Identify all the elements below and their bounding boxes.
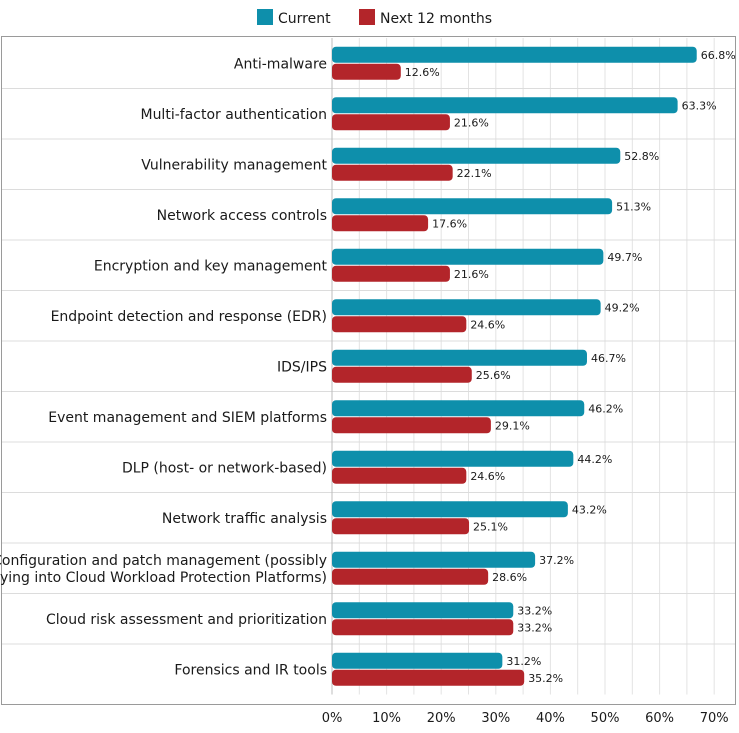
bar-next-12-months [332, 619, 514, 636]
value-label-next-12-months: 22.1% [457, 167, 492, 180]
value-label-current: 43.2% [572, 503, 607, 516]
bar-next-12-months [332, 215, 429, 232]
value-label-current: 49.2% [605, 301, 640, 314]
bar-next-12-months [332, 366, 472, 383]
bar-current [332, 299, 601, 316]
legend-swatch-next-12-months [359, 9, 375, 25]
category-labels: Anti-malware Multi-factor authentication V… [0, 56, 328, 678]
x-tick-label: 10% [372, 711, 401, 726]
x-tick-label: 70% [700, 711, 729, 726]
bar-current [332, 198, 613, 215]
value-label-next-12-months: 35.2% [528, 672, 563, 685]
bar-current [332, 602, 514, 619]
category-label: DLP (host- or network-based) [122, 460, 327, 476]
bar-current [332, 349, 587, 366]
bar-current [332, 501, 568, 518]
category-label: Cloud risk assessment and prioritization [46, 612, 327, 628]
bar-next-12-months [332, 316, 467, 333]
value-label-next-12-months: 17.6% [432, 217, 467, 230]
value-label-current: 66.8% [701, 49, 736, 62]
category-label: Network traffic analysis [162, 511, 327, 527]
value-label-next-12-months: 28.6% [492, 571, 527, 584]
x-tick-label: 20% [427, 711, 456, 726]
x-axis-ticks: 0% 10% 20% 30% 40% 50% 60% 70% [322, 711, 729, 726]
bar-current [332, 652, 503, 669]
bar-next-12-months [332, 417, 491, 434]
bar-current [332, 147, 621, 164]
bar-current [332, 400, 585, 417]
category-label: Vulnerability management [141, 157, 327, 173]
x-tick-label: 30% [481, 711, 510, 726]
value-label-next-12-months: 21.6% [454, 116, 489, 129]
value-label-current: 44.2% [577, 453, 612, 466]
value-label-next-12-months: 33.2% [517, 621, 552, 634]
category-label: Event management and SIEM platforms [48, 410, 327, 426]
value-label-next-12-months: 25.1% [473, 520, 508, 533]
chart-frame [1, 36, 736, 705]
bar-next-12-months [332, 265, 450, 282]
value-label-next-12-months: 21.6% [454, 268, 489, 281]
value-label-current: 52.8% [624, 150, 659, 163]
x-tick-label: 0% [322, 711, 343, 726]
gridlines [2, 38, 735, 695]
value-label-current: 51.3% [616, 200, 651, 213]
value-label-next-12-months: 24.6% [470, 470, 505, 483]
value-label-current: 31.2% [506, 655, 541, 668]
value-label-current: 63.3% [682, 99, 717, 112]
category-label: Configuration and patch management (poss… [0, 553, 327, 586]
bar-next-12-months [332, 669, 525, 686]
category-label: Endpoint detection and response (EDR) [51, 309, 327, 325]
bar-current [332, 97, 678, 114]
value-label-current: 46.2% [588, 402, 623, 415]
bar-current [332, 248, 604, 265]
bar-next-12-months [332, 568, 489, 585]
bar-current [332, 450, 574, 467]
legend: Current Next 12 months [257, 9, 492, 27]
bar-next-12-months [332, 467, 467, 484]
category-label: Multi-factor authentication [140, 107, 327, 123]
bars: 66.8% 12.6% 63.3% 21.6% 52.8% 22.1% 51.3% 17.6%… [332, 46, 736, 686]
category-label: Anti-malware [234, 56, 327, 72]
bar-next-12-months [332, 114, 450, 131]
legend-label-current: Current [278, 11, 331, 27]
category-label: IDS/IPS [277, 359, 327, 375]
value-label-next-12-months: 24.6% [470, 318, 505, 331]
legend-swatch-current [257, 9, 273, 25]
value-label-next-12-months: 29.1% [495, 419, 530, 432]
x-tick-label: 50% [591, 711, 620, 726]
bar-current [332, 46, 697, 63]
bar-current [332, 551, 536, 568]
category-label: Encryption and key management [94, 258, 328, 274]
bar-next-12-months [332, 63, 401, 80]
bar-next-12-months [332, 164, 453, 181]
bar-next-12-months [332, 518, 470, 535]
x-tick-label: 60% [645, 711, 674, 726]
category-label: Network access controls [157, 208, 327, 224]
x-tick-label: 40% [536, 711, 565, 726]
value-label-next-12-months: 12.6% [405, 66, 440, 79]
value-label-current: 49.7% [607, 251, 642, 264]
value-label-next-12-months: 25.6% [476, 369, 511, 382]
value-label-current: 46.7% [591, 352, 626, 365]
value-label-current: 33.2% [517, 604, 552, 617]
category-label: Forensics and IR tools [174, 662, 327, 678]
legend-label-next-12-months: Next 12 months [380, 11, 492, 27]
value-label-current: 37.2% [539, 554, 574, 567]
